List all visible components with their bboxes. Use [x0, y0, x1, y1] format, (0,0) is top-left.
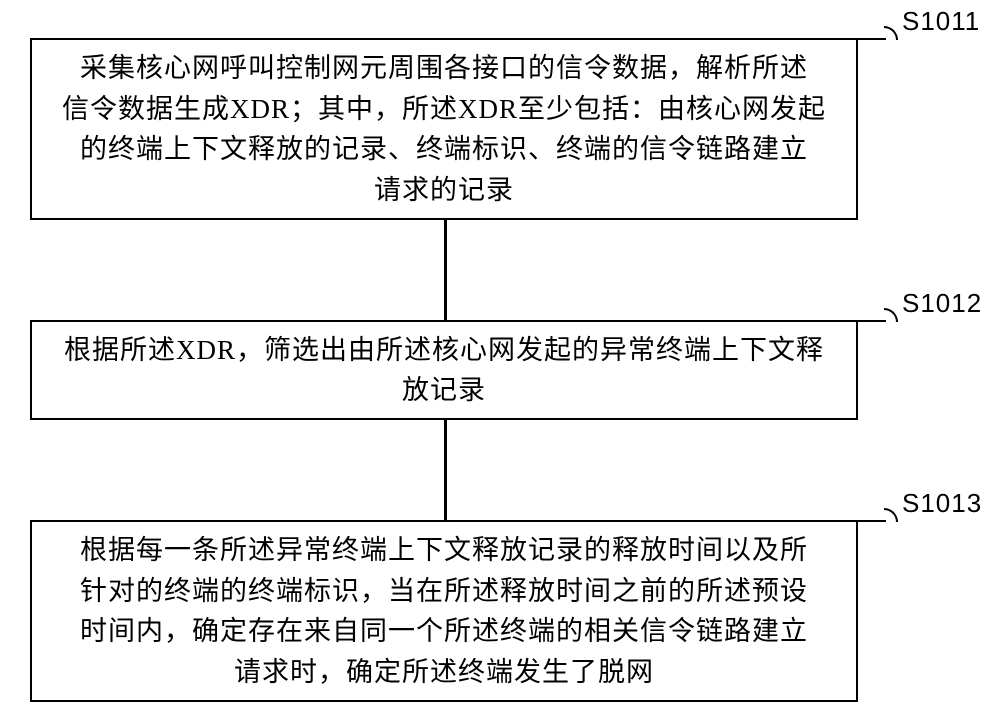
step-s1012-text: 根据所述XDR，筛选出由所述核心网发起的异常终端上下文释放记录 [64, 330, 824, 411]
step-s1011-label-text: S1011 [902, 6, 980, 36]
step-s1011-label: S1011 [902, 6, 980, 37]
leader-s1013-curve [884, 508, 898, 522]
leader-s1011-h [858, 38, 886, 40]
step-s1011-text: 采集核心网呼叫控制网元周围各接口的信令数据，解析所述信令数据生成XDR；其中，所… [62, 48, 826, 210]
step-s1013-label: S1013 [902, 488, 982, 519]
step-s1012-label: S1012 [902, 288, 982, 319]
leader-s1012-curve [884, 308, 898, 322]
leader-s1013-h [858, 520, 886, 522]
leader-s1012-h [858, 320, 886, 322]
step-s1013-label-text: S1013 [902, 488, 982, 518]
flowchart-container: 采集核心网呼叫控制网元周围各接口的信令数据，解析所述信令数据生成XDR；其中，所… [0, 0, 1000, 705]
step-s1011-box: 采集核心网呼叫控制网元周围各接口的信令数据，解析所述信令数据生成XDR；其中，所… [30, 38, 858, 220]
step-s1013-text: 根据每一条所述异常终端上下文释放记录的释放时间以及所针对的终端的终端标识，当在所… [80, 530, 808, 692]
connector-s1011-s1012 [444, 220, 447, 320]
leader-s1011-curve [884, 26, 898, 40]
step-s1012-box: 根据所述XDR，筛选出由所述核心网发起的异常终端上下文释放记录 [30, 320, 858, 420]
step-s1012-label-text: S1012 [902, 288, 982, 318]
step-s1013-box: 根据每一条所述异常终端上下文释放记录的释放时间以及所针对的终端的终端标识，当在所… [30, 520, 858, 702]
connector-s1012-s1013 [444, 420, 447, 520]
